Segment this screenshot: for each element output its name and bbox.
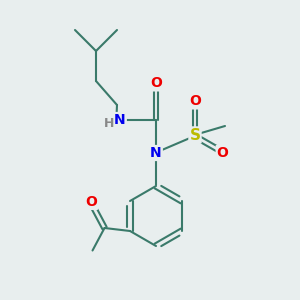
Text: S: S [190,128,200,142]
Text: N: N [150,146,162,160]
Text: H: H [103,117,114,130]
Text: O: O [150,76,162,90]
Text: O: O [189,94,201,108]
Text: O: O [85,195,97,209]
Text: N: N [114,113,126,127]
Text: O: O [217,146,229,160]
